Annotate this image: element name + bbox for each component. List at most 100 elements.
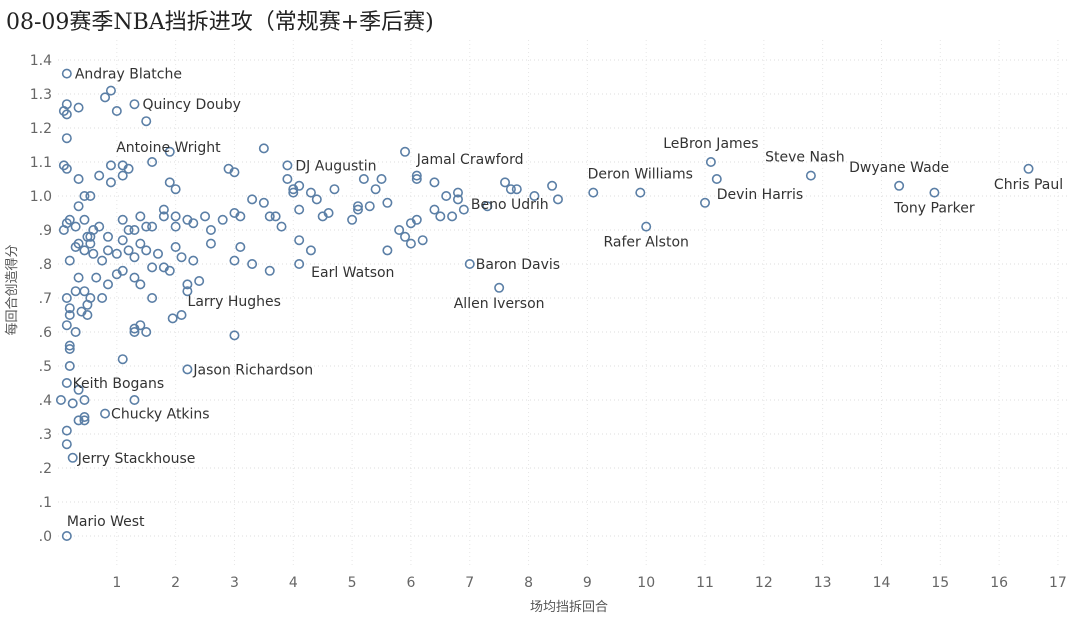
data-point: [135, 279, 146, 290]
data-point: [382, 197, 393, 208]
y-tick-label: .3: [39, 427, 52, 443]
data-point: [129, 272, 140, 283]
data-point: [294, 180, 305, 191]
point-label: Chris Paul: [994, 177, 1063, 193]
data-point: [61, 292, 72, 303]
data-point: [147, 157, 158, 168]
data-point: [411, 170, 422, 181]
point-label: DJ Augustin: [295, 158, 376, 174]
y-tick-label: 1.2: [30, 121, 52, 137]
x-tick-label: 1: [112, 575, 121, 591]
point-label: Chucky Atkins: [111, 407, 210, 423]
data-point: [176, 252, 187, 263]
data-point: [129, 225, 140, 236]
y-tick-label: .2: [39, 461, 52, 477]
data-point: [511, 184, 522, 195]
data-point: [364, 201, 375, 212]
data-point: [129, 394, 140, 405]
data-point: [100, 92, 111, 103]
y-tick-label: .4: [39, 393, 52, 409]
data-point: [270, 211, 281, 222]
data-point: [400, 231, 411, 242]
data-point: [135, 238, 146, 249]
y-axis-ticks: .0 .1 .2 .3 .4 .5 .6 .7 .8 .9 1.0 1.1 1.2 1.3 1.4: [30, 53, 52, 545]
data-point: [382, 245, 393, 256]
data-point: [229, 255, 240, 266]
data-point: [282, 174, 293, 185]
data-point: [61, 68, 72, 79]
data-point: [61, 320, 72, 331]
data-point: [305, 187, 316, 198]
data-point: [700, 197, 711, 208]
data-point: [55, 394, 66, 405]
data-point: [111, 106, 122, 117]
data-point: [61, 439, 72, 450]
data-point: [117, 265, 128, 276]
data-point: [129, 252, 140, 263]
data-point: [123, 163, 134, 174]
data-point: [85, 292, 96, 303]
data-point: [67, 398, 78, 409]
y-tick-label: .8: [39, 257, 52, 273]
data-point: [88, 248, 99, 259]
data-point: [352, 204, 363, 215]
x-tick-label: 8: [524, 575, 533, 591]
data-point: [370, 184, 381, 195]
data-point: [123, 225, 134, 236]
data-points: [55, 68, 1034, 541]
data-point: [61, 163, 72, 174]
data-point: [61, 99, 72, 110]
data-point: [70, 326, 81, 337]
data-point: [164, 265, 175, 276]
data-point: [147, 221, 158, 232]
data-point: [79, 286, 90, 297]
data-point: [85, 238, 96, 249]
point-label: Devin Harris: [717, 187, 803, 203]
data-point: [73, 238, 84, 249]
y-tick-label: 1.0: [30, 189, 52, 205]
data-point: [247, 258, 258, 269]
data-point: [79, 191, 90, 202]
x-tick-label: 6: [406, 575, 415, 591]
data-point: [894, 180, 905, 191]
data-point: [929, 187, 940, 198]
data-point: [276, 221, 287, 232]
x-tick-label: 11: [696, 575, 714, 591]
data-point: [73, 272, 84, 283]
data-point: [529, 191, 540, 202]
data-point: [258, 197, 269, 208]
data-point: [97, 292, 108, 303]
point-label: Deron Williams: [588, 167, 693, 183]
data-point: [400, 146, 411, 157]
data-point: [264, 211, 275, 222]
gridlines: [58, 40, 1070, 565]
data-point: [141, 245, 152, 256]
point-label: Antoine Wright: [116, 140, 221, 156]
data-point: [235, 242, 246, 253]
data-point: [61, 109, 72, 120]
data-point: [79, 394, 90, 405]
data-point: [102, 245, 113, 256]
y-axis-label: 每回合创造得分: [4, 244, 20, 335]
data-point: [452, 194, 463, 205]
data-point: [152, 248, 163, 259]
data-point: [411, 214, 422, 225]
point-label: Tony Parker: [893, 201, 975, 217]
point-label: Keith Bogans: [73, 376, 165, 392]
point-label: Andray Blatche: [75, 67, 182, 83]
x-tick-label: 14: [873, 575, 891, 591]
data-point: [229, 330, 240, 341]
data-point: [135, 211, 146, 222]
point-label: Jerry Stackhouse: [77, 451, 196, 467]
data-point: [194, 275, 205, 286]
data-point: [64, 340, 75, 351]
data-point: [73, 384, 84, 395]
data-point: [258, 143, 269, 154]
data-point: [547, 180, 558, 191]
data-point: [235, 211, 246, 222]
data-point: [61, 530, 72, 541]
data-point: [117, 354, 128, 365]
point-labels: Andray Blatche Quincy Douby Antoine Wright…: [67, 67, 1063, 530]
data-point: [329, 184, 340, 195]
data-point: [170, 211, 181, 222]
